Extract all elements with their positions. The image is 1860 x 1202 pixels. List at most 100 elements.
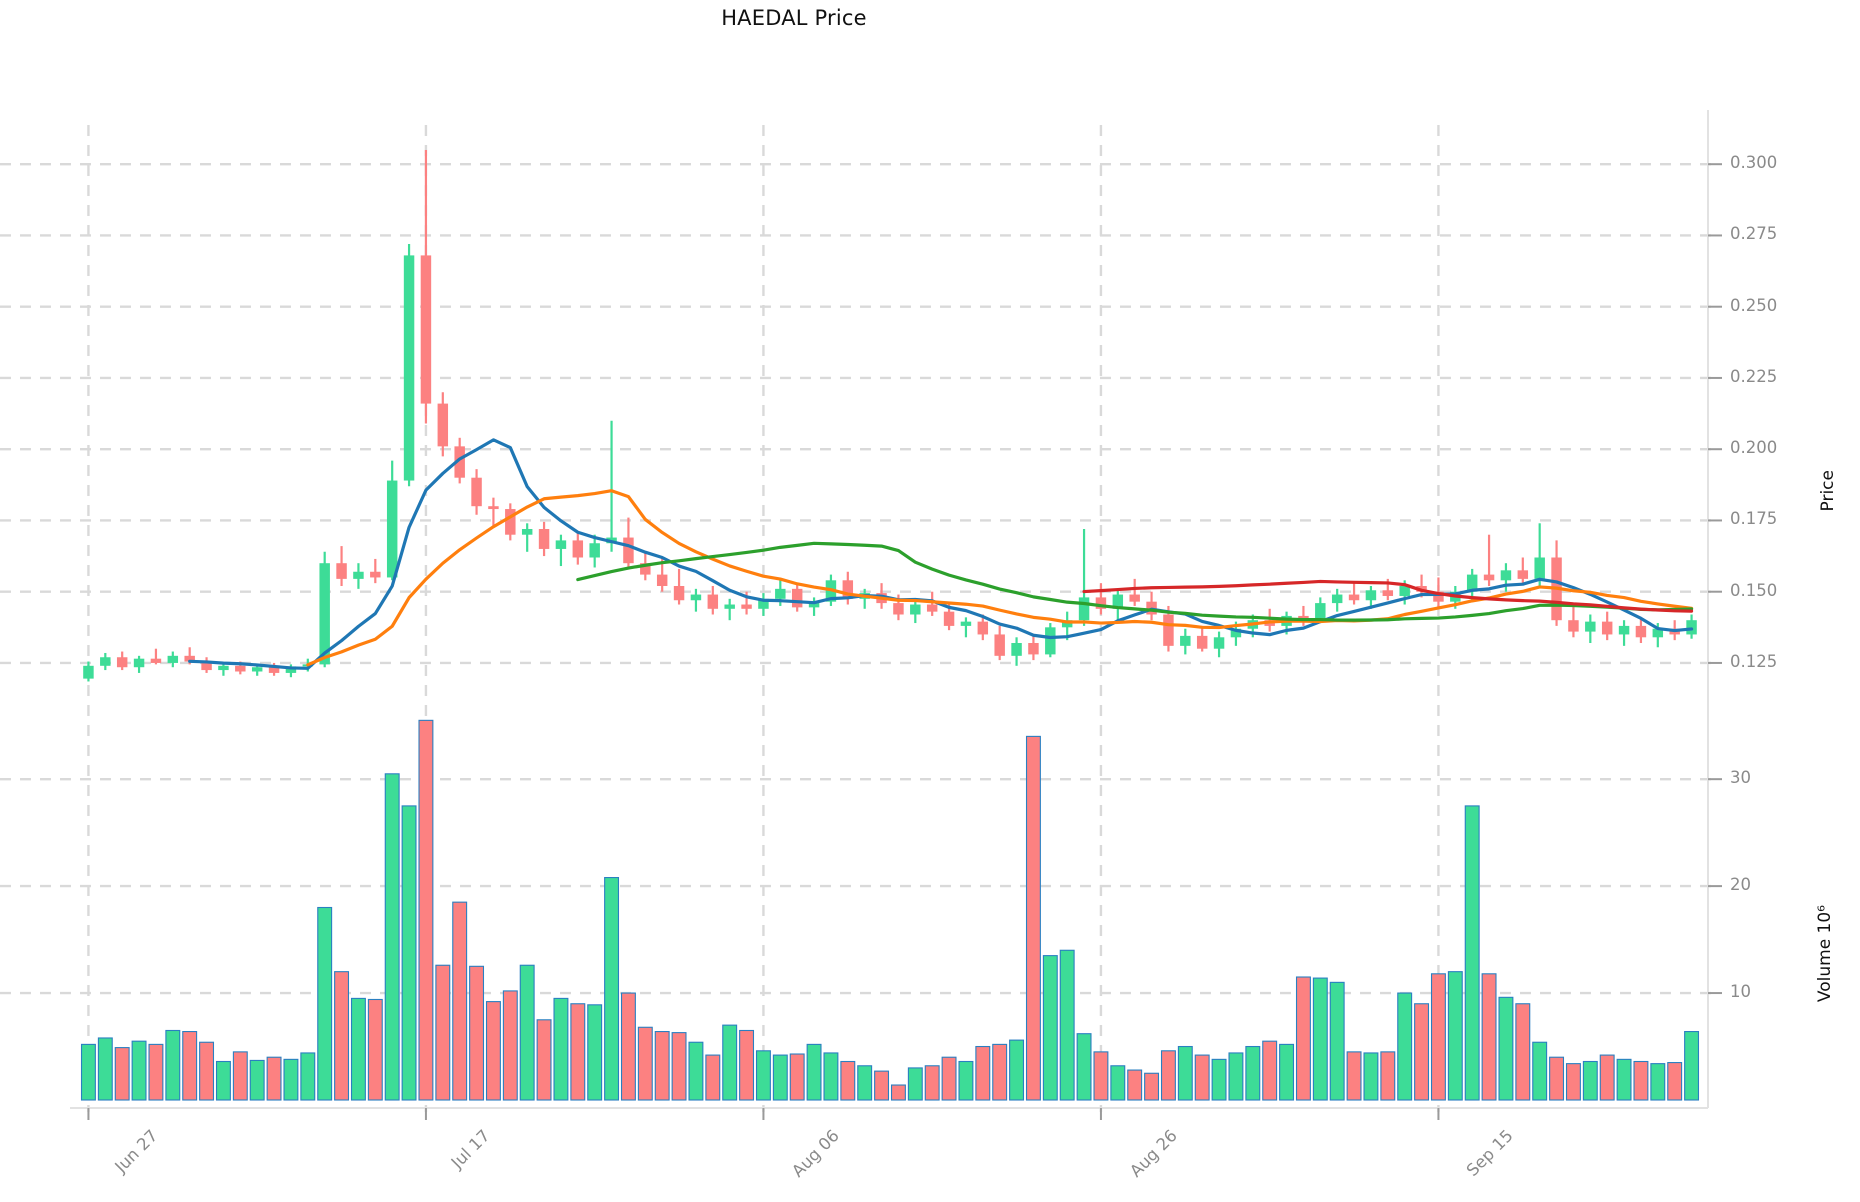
- candlestick: [420, 149, 432, 424]
- candlestick: [1585, 614, 1596, 643]
- volume-bar: [823, 1052, 839, 1101]
- volume-bar: [1076, 1033, 1092, 1101]
- candlestick: [1129, 578, 1140, 606]
- volume-bar: [266, 1056, 282, 1101]
- volume-bar: [199, 1041, 215, 1101]
- candlestick: [960, 617, 972, 638]
- volume-bar: [958, 1060, 974, 1101]
- volume-bar: [739, 1029, 755, 1101]
- volume-bar: [131, 1040, 147, 1101]
- volume-bar: [1532, 1041, 1548, 1101]
- volume-bar: [1481, 973, 1497, 1101]
- volume-bar: [249, 1059, 265, 1101]
- volume-bar: [1346, 1051, 1362, 1101]
- candlestick: [690, 588, 702, 612]
- volume-bar: [604, 877, 620, 1101]
- candlestick: [167, 651, 179, 668]
- candlestick: [926, 591, 938, 616]
- candlestick: [1686, 614, 1697, 639]
- volume-bar: [755, 1050, 771, 1101]
- volume-bar: [1228, 1052, 1244, 1101]
- candlestick: [1298, 605, 1309, 626]
- volume-bar: [1262, 1040, 1278, 1101]
- volume-bar: [469, 965, 485, 1101]
- volume-bar: [1110, 1065, 1126, 1101]
- volume-bar: [536, 1019, 552, 1101]
- volume-bar: [1245, 1045, 1261, 1101]
- volume-bar: [1295, 976, 1311, 1101]
- volume-bar: [1430, 973, 1446, 1101]
- volume-bar: [165, 1029, 181, 1101]
- candlestick: [471, 469, 482, 515]
- volume-bar: [1127, 1069, 1143, 1101]
- volume-bar: [570, 1003, 586, 1101]
- candlestick: [437, 392, 449, 457]
- candlestick: [521, 523, 533, 552]
- volume-bar: [789, 1053, 805, 1101]
- volume-bar: [637, 1026, 653, 1101]
- volume-bar: [215, 1060, 231, 1101]
- ma-line-30: [576, 541, 1694, 622]
- candlestick: [555, 534, 567, 567]
- volume-bar: [502, 990, 518, 1101]
- volume-bar: [806, 1043, 822, 1101]
- volume-bar: [367, 998, 383, 1101]
- ma-line-14: [306, 489, 1694, 667]
- ma-line-7: [188, 438, 1694, 670]
- candlestick: [724, 598, 735, 621]
- volume-bar: [1633, 1060, 1649, 1101]
- volume-bar: [1616, 1058, 1632, 1101]
- volume-tick-label: 10: [1730, 982, 1751, 1002]
- candlestick: [808, 597, 820, 616]
- volume-bar: [485, 1001, 501, 1101]
- volume-bar: [519, 964, 535, 1101]
- candlestick: [1028, 634, 1039, 661]
- volume-bar: [452, 901, 468, 1101]
- volume-bar: [1312, 977, 1328, 1101]
- volume-bar: [857, 1065, 873, 1101]
- volume-bar: [1144, 1072, 1160, 1101]
- candlestick: [1517, 557, 1529, 584]
- volume-bar: [553, 997, 569, 1101]
- volume-axis-title: Volume 10⁶: [1815, 905, 1835, 1003]
- volume-bar: [317, 906, 333, 1101]
- price-tick-label: 0.200: [1730, 438, 1778, 458]
- volume-bar: [1464, 805, 1480, 1101]
- volume-bar: [840, 1060, 856, 1101]
- candlestick: [1331, 588, 1343, 612]
- candlestick: [218, 662, 229, 676]
- candlestick: [791, 584, 803, 612]
- candlestick: [1095, 583, 1107, 615]
- candlestick: [201, 657, 212, 673]
- candlestick: [1483, 534, 1495, 586]
- candlestick: [1196, 625, 1208, 652]
- volume-bar: [148, 1043, 164, 1101]
- volume-bar: [924, 1065, 940, 1101]
- candlestick: [386, 460, 398, 581]
- volume-bar: [654, 1031, 670, 1101]
- price-tick-label: 0.275: [1730, 224, 1778, 244]
- volume-bar: [671, 1032, 687, 1101]
- volume-bar: [418, 719, 434, 1101]
- candlestick: [589, 534, 600, 568]
- candlestick: [758, 593, 769, 616]
- volume-bar: [722, 1024, 738, 1101]
- candlestick: [994, 625, 1005, 661]
- candlestick: [1112, 588, 1124, 621]
- volume-bar: [1059, 949, 1075, 1101]
- volume-bar: [384, 773, 400, 1101]
- volume-bar: [1684, 1031, 1700, 1101]
- volume-tick-label: 20: [1730, 875, 1751, 895]
- candlestick: [1618, 620, 1630, 646]
- candlestick: [1180, 628, 1191, 655]
- candlestick: [319, 551, 330, 668]
- volume-bar: [97, 1037, 113, 1101]
- candlestick: [707, 586, 719, 615]
- volume-bar: [890, 1084, 906, 1101]
- volume-bar: [1042, 955, 1058, 1101]
- volume-bar: [334, 971, 350, 1101]
- volume-bar: [975, 1045, 991, 1101]
- moving-average-lines-layer: [188, 438, 1694, 670]
- volume-bar: [688, 1041, 704, 1101]
